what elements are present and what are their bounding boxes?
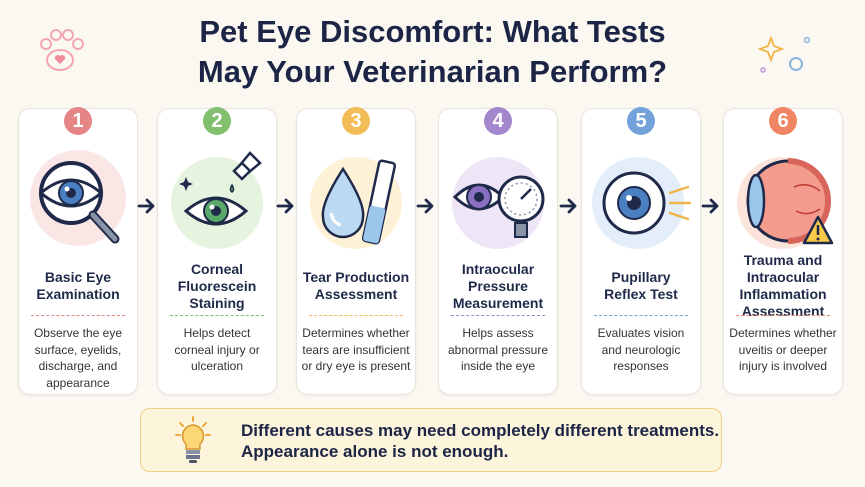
step-icon — [171, 151, 263, 249]
step-title-line: Examination — [36, 286, 120, 302]
arrow — [701, 198, 719, 214]
step-card: 1 Basic Eye Examination Observe the eye surf… — [18, 107, 138, 395]
step-title: Pupillary Reflex Test — [586, 255, 696, 317]
note-box: Different causes may need completely dif… — [140, 408, 722, 472]
step-title-line: Reflex Test — [604, 286, 678, 302]
step-title-line: Assessment — [741, 303, 825, 319]
paw-decoration — [40, 29, 84, 71]
step-description-line: abnormal pressure — [447, 342, 549, 357]
step-description: Evaluates vision and neurologic responses — [586, 325, 696, 375]
step-icon — [737, 157, 834, 249]
note-text: Different causes may need completely dif… — [241, 420, 719, 462]
step-description-line: Determines whether — [302, 326, 410, 340]
step-description: Helps detect corneal injury or ulceration — [162, 325, 272, 375]
step-title-line: Pupillary — [611, 269, 671, 285]
note-line: Appearance alone is not enough. — [241, 442, 509, 461]
divider — [736, 315, 830, 316]
title-line: May Your Veterinarian Perform? — [197, 54, 668, 89]
arrow — [276, 198, 293, 214]
step-title-line: Corneal — [190, 260, 244, 277]
step-title: Tear Production Assessment — [301, 255, 411, 317]
step-icon — [592, 157, 692, 249]
step-description-line: or dry eye is present — [301, 359, 411, 373]
title-line: Pet Eye Discomfort: What Tests — [199, 14, 666, 49]
step-number: 5 — [627, 107, 655, 135]
step-description-line: Evaluates vision — [597, 326, 685, 340]
step-description-line: responses — [613, 359, 669, 373]
step-card: 2 Corneal Fluorescein Staining Helps detect c… — [157, 107, 277, 395]
step-title-line: Pressure — [468, 277, 528, 294]
step-card: 3 Tear Production Assessment Determines whe… — [296, 107, 416, 395]
step-description-line: injury is involved — [738, 359, 828, 373]
step-title-line: Staining — [189, 294, 245, 311]
arrow — [559, 198, 576, 214]
sparkle-decoration — [757, 35, 811, 73]
step-description-line: Helps detect — [183, 326, 251, 340]
step-description-line: ulceration — [190, 359, 244, 373]
step-number: 6 — [769, 107, 797, 135]
step-description-line: discharge, and — [38, 359, 118, 373]
step-description-line: Observe the eye — [33, 326, 123, 340]
arrow — [137, 198, 154, 214]
step-title-line: Intraocular — [461, 260, 535, 277]
step-title-line: Fluorescein — [177, 277, 257, 294]
step-title: Basic Eye Examination — [23, 255, 133, 317]
lightbulb-icon — [175, 416, 211, 463]
divider — [594, 315, 688, 316]
step-card: 6 Trauma and Intraocular Inflammation Assess… — [723, 107, 843, 395]
step-description: Observe the eye surface, eyelids, discharg… — [23, 325, 133, 391]
step-title-line: Measurement — [452, 294, 544, 311]
divider — [451, 315, 545, 316]
step-description-line: appearance — [46, 375, 110, 390]
divider — [170, 315, 264, 316]
step-number: 3 — [342, 107, 370, 135]
step-icon — [310, 157, 402, 249]
note-line: Different causes may need completely dif… — [241, 421, 720, 440]
step-title-line: Basic Eye — [44, 269, 112, 285]
step-title: Intraocular Pressure Measurement — [443, 255, 553, 317]
step-title-line: Trauma and — [743, 252, 823, 268]
step-description-line: and neurologic — [601, 342, 681, 357]
step-description: Determines whether tears are insufficient… — [301, 325, 411, 375]
step-icon — [452, 157, 545, 249]
divider — [31, 315, 125, 316]
step-description-line: Determines whether — [729, 326, 837, 340]
step-number: 4 — [484, 107, 512, 135]
step-description-line: inside the eye — [460, 359, 536, 373]
step-description: Helps assess abnormal pressure inside the … — [443, 325, 553, 375]
title: Pet Eye Discomfort: What Tests May Your V… — [0, 12, 865, 92]
step-description: Determines whether uveitis or deeper injur… — [728, 325, 838, 375]
step-card: 4 Intraocular Pressure Measurement Helps ass… — [438, 107, 558, 395]
step-description-line: corneal injury or — [174, 342, 260, 357]
step-card: 5 Pupillary Reflex Test Evaluates vision and… — [581, 107, 701, 395]
step-icon — [30, 150, 126, 246]
step-number: 1 — [64, 107, 92, 135]
step-title-line: Intraocular — [746, 269, 820, 285]
step-title-line: Inflammation — [739, 286, 827, 302]
step-description-line: uveitis or deeper — [738, 342, 828, 357]
step-description-line: Helps assess — [462, 326, 534, 340]
step-title: Corneal Fluorescein Staining — [162, 255, 272, 317]
step-title: Trauma and Intraocular Inflammation Assessm… — [728, 252, 838, 319]
step-description-line: surface, eyelids, — [34, 342, 122, 357]
step-title-line: Assessment — [314, 286, 398, 302]
arrow — [416, 198, 434, 214]
divider — [309, 315, 403, 316]
step-number: 2 — [203, 107, 231, 135]
step-title-line: Tear Production — [302, 269, 410, 285]
step-description-line: tears are insufficient — [302, 342, 410, 357]
